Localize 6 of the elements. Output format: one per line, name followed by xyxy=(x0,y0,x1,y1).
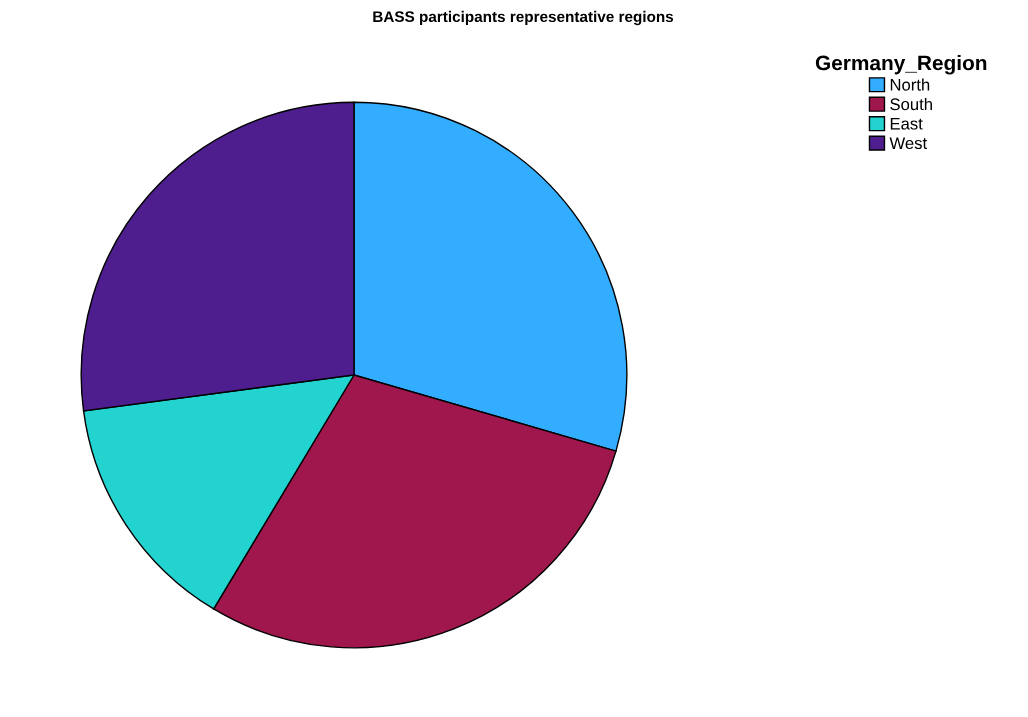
legend-label: West xyxy=(889,137,928,150)
legend-title: Germany_Region xyxy=(815,55,987,75)
legend-label: East xyxy=(890,117,923,130)
legend-label: North xyxy=(890,78,930,91)
chart-title: BASS participants representative regions xyxy=(373,10,674,26)
legend-label: South xyxy=(890,97,932,111)
